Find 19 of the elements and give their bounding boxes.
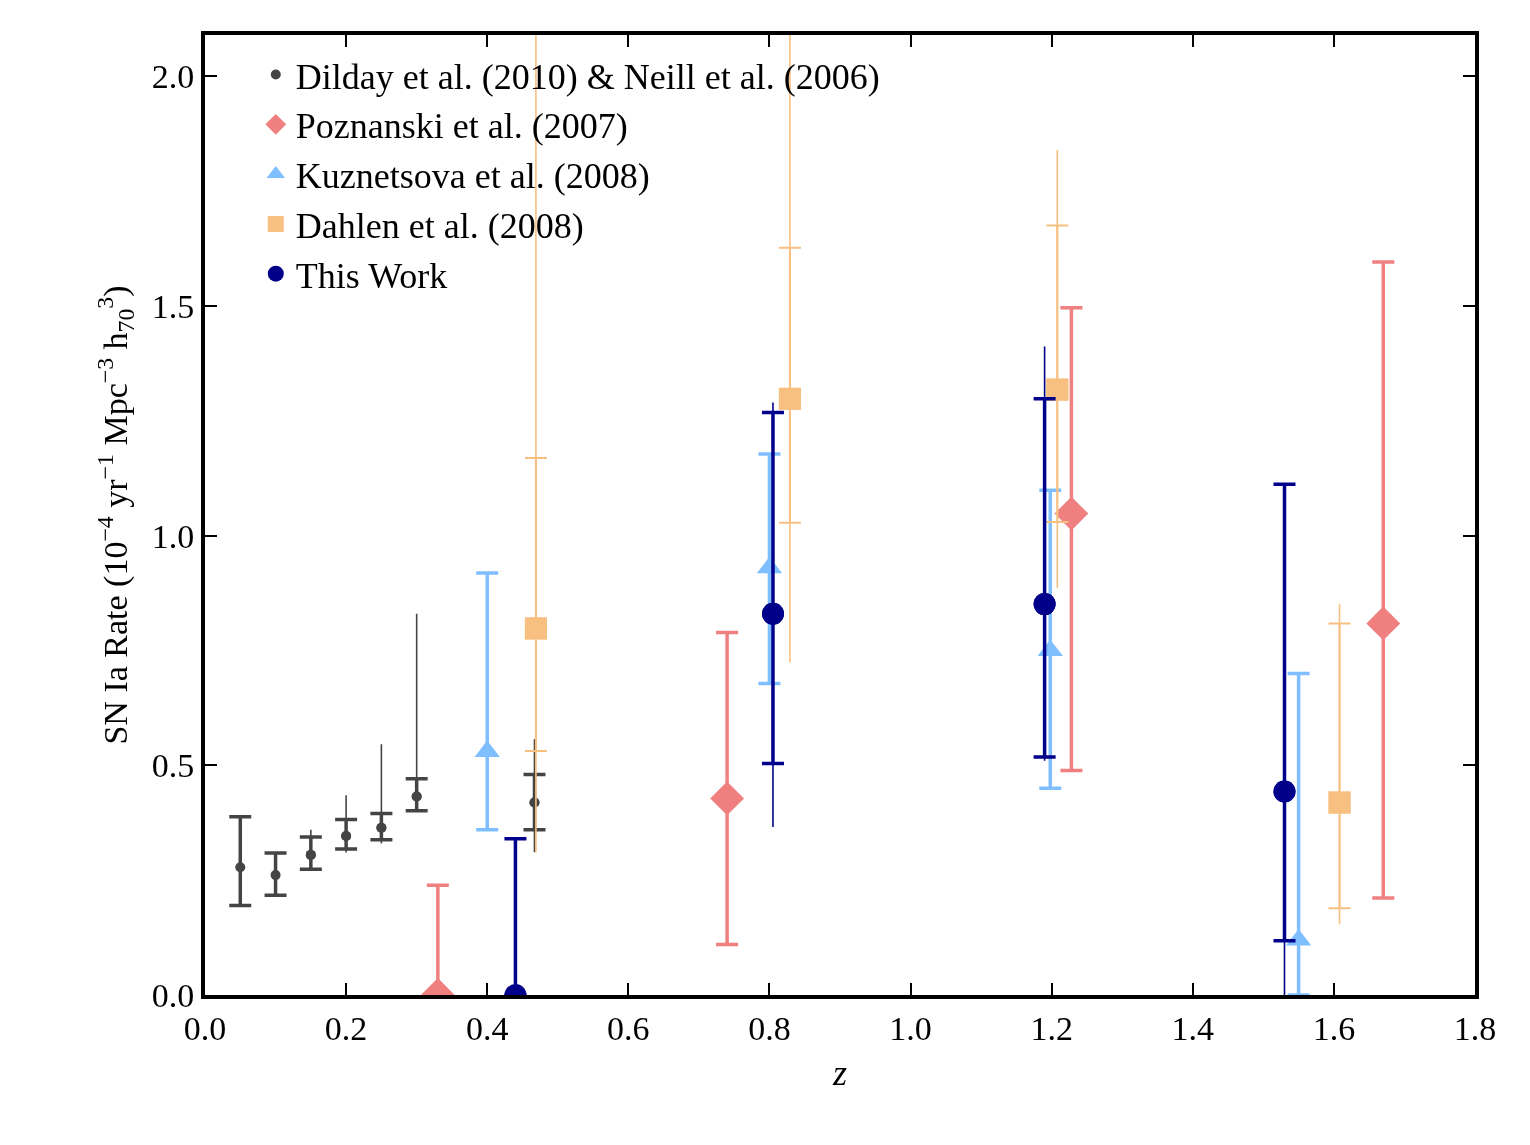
y-tick-label: 2.0 [151, 58, 195, 96]
x-tick-label: 1.2 [1030, 1009, 1073, 1047]
x-tick-label: 0.6 [607, 1009, 650, 1047]
x-tick-label: 0.8 [748, 1009, 791, 1047]
legend-label: Dahlen et al. (2008) [295, 205, 584, 246]
legend-label: This Work [295, 255, 448, 296]
legend-label: Kuznetsova et al. (2008) [295, 156, 650, 197]
x-tick-label: 1.0 [889, 1009, 932, 1047]
y-tick-label: 1.0 [151, 517, 195, 555]
x-axis-title: z [831, 1053, 848, 1093]
legend-label: Poznanski et al. (2007) [295, 106, 628, 147]
y-tick-label: 0.5 [151, 747, 195, 785]
x-tick-label: 0.4 [465, 1009, 509, 1047]
y-tick-label: 1.5 [151, 287, 195, 325]
x-tick-label: 1.6 [1312, 1009, 1356, 1047]
legend-label: Dilday et al. (2010) & Neill et al. (2006) [295, 56, 880, 97]
x-tick-label: 0.2 [324, 1009, 368, 1047]
x-tick-label: 1.4 [1171, 1009, 1215, 1047]
x-tick-label: 1.8 [1453, 1009, 1497, 1047]
